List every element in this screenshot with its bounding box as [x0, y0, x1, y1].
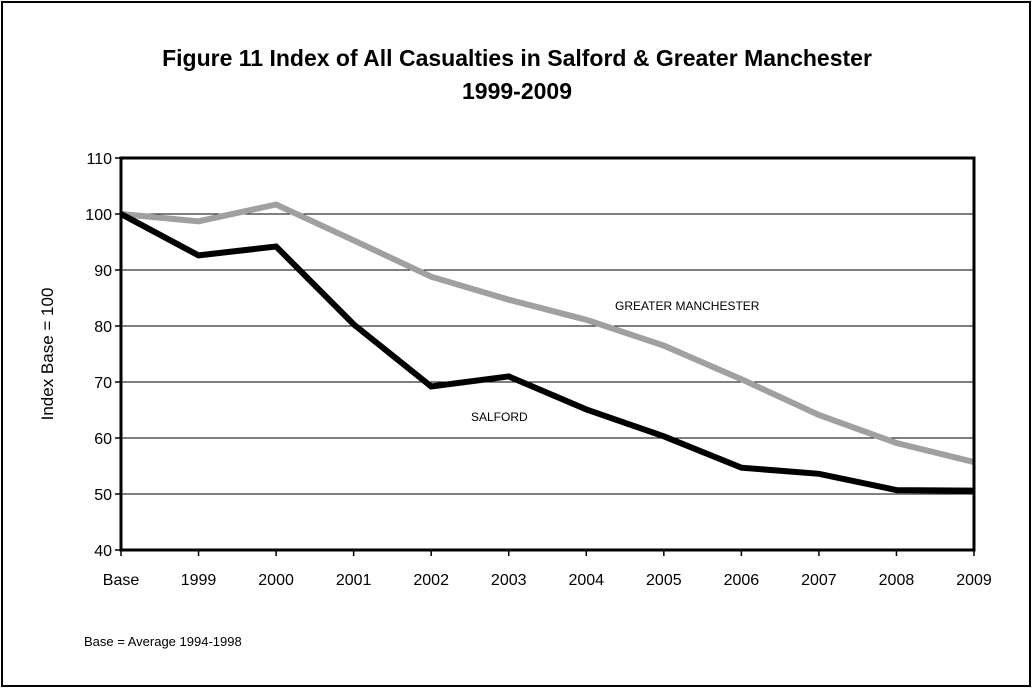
series-label-salford: SALFORD [471, 410, 528, 424]
x-tick-label-Base: Base [103, 572, 140, 589]
chart-subtitle: 1999-2009 [462, 78, 572, 104]
x-tick-label-2008: 2008 [879, 572, 915, 589]
footnote: Base = Average 1994-1998 [84, 634, 242, 649]
series-lines [119, 201, 975, 494]
gridlines [121, 213, 974, 495]
y-tick-label-70: 70 [94, 375, 112, 392]
x-tick-label-2003: 2003 [491, 572, 527, 589]
x-tick-label-1999: 1999 [181, 572, 217, 589]
x-tick-label-2007: 2007 [801, 572, 837, 589]
plot-area [119, 156, 976, 552]
x-tick-label-2002: 2002 [413, 572, 449, 589]
y-axis: 40 50 60 70 80 90 100 110 [85, 151, 121, 560]
x-tick-label-2000: 2000 [258, 572, 294, 589]
y-tick-label-110: 110 [86, 151, 112, 168]
y-axis-title: Index Base = 100 [38, 288, 57, 421]
x-tick-label-2005: 2005 [646, 572, 682, 589]
x-tick-label-2001: 2001 [336, 572, 372, 589]
y-tick-label-80: 80 [94, 319, 112, 336]
y-tick-label-50: 50 [94, 487, 112, 504]
series-label-greater-manchester: GREATER MANCHESTER [615, 299, 760, 313]
series-line-greater-manchester [120, 201, 975, 466]
y-tick-label-90: 90 [94, 263, 112, 280]
x-axis: Base 1999 2000 2001 2002 2003 2004 2005 2006 2007… [103, 550, 992, 589]
x-tick-label-2009: 2009 [956, 572, 992, 589]
chart-title: Figure 11 Index of All Casualties in Sal… [162, 45, 872, 71]
y-tick-label-100: 100 [85, 207, 112, 224]
y-tick-label-40: 40 [94, 543, 112, 560]
series-line-salford [119, 211, 975, 494]
y-tick-label-60: 60 [94, 431, 112, 448]
x-tick-label-2006: 2006 [724, 572, 760, 589]
x-tick-label-2004: 2004 [568, 572, 604, 589]
